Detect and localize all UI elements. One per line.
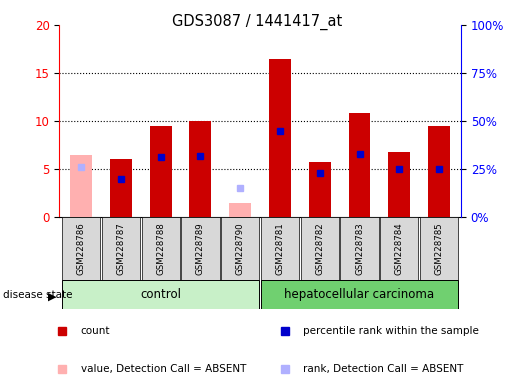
Bar bbox=[62, 217, 100, 280]
Text: GSM228782: GSM228782 bbox=[315, 222, 324, 275]
Text: GSM228787: GSM228787 bbox=[116, 222, 125, 275]
Bar bbox=[142, 217, 180, 280]
Bar bbox=[388, 152, 410, 217]
Bar bbox=[70, 155, 92, 217]
Text: disease state: disease state bbox=[3, 290, 72, 300]
Text: percentile rank within the sample: percentile rank within the sample bbox=[303, 326, 479, 336]
Bar bbox=[301, 217, 339, 280]
Bar bbox=[62, 280, 259, 309]
Text: GDS3087 / 1441417_at: GDS3087 / 1441417_at bbox=[173, 13, 342, 30]
Text: value, Detection Call = ABSENT: value, Detection Call = ABSENT bbox=[80, 364, 246, 374]
Text: GSM228790: GSM228790 bbox=[236, 222, 245, 275]
Text: rank, Detection Call = ABSENT: rank, Detection Call = ABSENT bbox=[303, 364, 464, 374]
Bar bbox=[229, 203, 251, 217]
Text: count: count bbox=[80, 326, 110, 336]
Text: GSM228788: GSM228788 bbox=[156, 222, 165, 275]
Bar bbox=[269, 59, 291, 217]
Text: GSM228783: GSM228783 bbox=[355, 222, 364, 275]
Bar bbox=[190, 121, 211, 217]
Bar bbox=[309, 162, 331, 217]
Bar bbox=[349, 113, 370, 217]
Bar bbox=[428, 126, 450, 217]
Bar bbox=[221, 217, 259, 280]
Bar bbox=[261, 217, 299, 280]
Text: GSM228786: GSM228786 bbox=[77, 222, 85, 275]
Bar bbox=[420, 217, 458, 280]
Bar bbox=[181, 217, 219, 280]
Text: GSM228784: GSM228784 bbox=[395, 222, 404, 275]
Bar bbox=[380, 217, 418, 280]
Bar bbox=[150, 126, 171, 217]
Text: control: control bbox=[140, 288, 181, 301]
Bar bbox=[340, 217, 379, 280]
Text: hepatocellular carcinoma: hepatocellular carcinoma bbox=[284, 288, 435, 301]
Bar bbox=[102, 217, 140, 280]
Text: GSM228789: GSM228789 bbox=[196, 222, 205, 275]
Bar bbox=[110, 159, 132, 217]
Bar bbox=[261, 280, 458, 309]
Text: GSM228785: GSM228785 bbox=[435, 222, 443, 275]
Text: ▶: ▶ bbox=[48, 291, 57, 301]
Text: GSM228781: GSM228781 bbox=[276, 222, 284, 275]
